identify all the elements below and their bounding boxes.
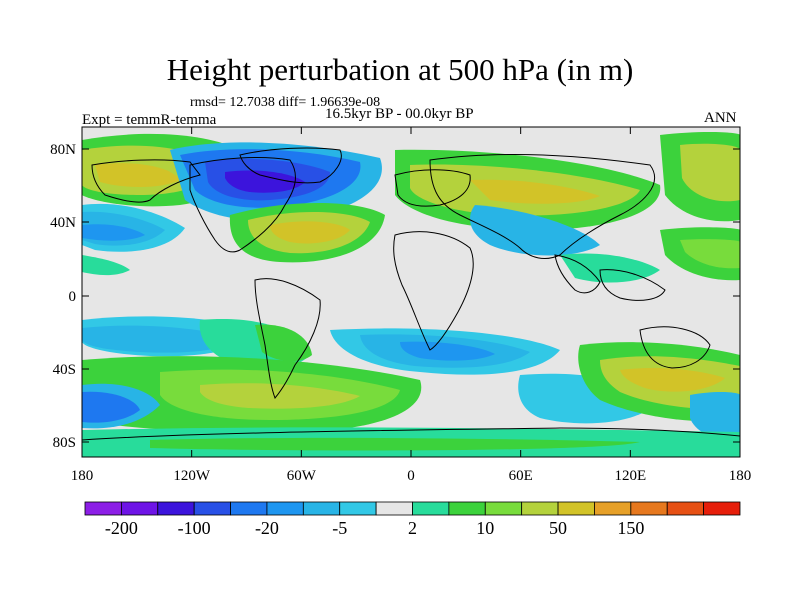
lat-tick-label: 40S <box>53 362 76 378</box>
season-label: ANN <box>704 110 737 126</box>
coastline-path <box>393 231 474 351</box>
colorbar-swatch <box>193 501 231 516</box>
lon-tick-label: 180 <box>71 468 94 484</box>
contour-region <box>150 437 640 451</box>
lon-tick-label: 120W <box>173 468 211 484</box>
coastline-path <box>254 278 321 399</box>
colorbar-swatch <box>339 501 377 516</box>
colorbar-swatch <box>703 501 741 516</box>
contour-region <box>680 143 740 202</box>
contour-region <box>400 341 495 361</box>
lon-tick-label: 60W <box>287 468 317 484</box>
chart-title: Height perturbation at 500 hPa (in m) <box>166 52 634 87</box>
contour-region <box>82 224 145 241</box>
colorbar-swatch <box>630 501 668 516</box>
colorbar-swatch <box>157 501 195 516</box>
colorbar-label: -20 <box>254 518 279 538</box>
contour-region <box>82 391 140 423</box>
lon-tick-label: 180 <box>729 468 752 484</box>
coastlines <box>82 147 740 441</box>
colorbar-swatch <box>120 501 159 516</box>
colorbar-swatch <box>302 501 341 516</box>
coastline-path <box>394 169 471 207</box>
colorbar-swatch <box>557 501 595 516</box>
contour-region <box>270 221 350 244</box>
coastline-path <box>599 269 666 301</box>
colorbar-swatch <box>448 501 486 516</box>
contour-region <box>470 205 600 256</box>
colorbar-label: 50 <box>549 518 568 538</box>
lon-tick-label: 60E <box>509 468 533 484</box>
colorbar-swatch <box>521 501 559 516</box>
colorbar-label: -200 <box>104 518 138 538</box>
colorbar-swatch <box>412 501 450 516</box>
lat-tick-label: 80N <box>50 142 76 158</box>
lat-tick-label: 80S <box>53 435 76 451</box>
colorbar-swatch <box>230 501 268 516</box>
contour-region <box>200 383 360 409</box>
coastline-path <box>239 147 342 184</box>
experiment-label: Expt = temmR-temma <box>82 112 217 128</box>
lon-tick-label: 0 <box>407 468 415 484</box>
coastline-path <box>639 326 711 369</box>
contour-region <box>82 255 130 276</box>
contour-region <box>470 179 600 204</box>
coastline-path <box>82 427 740 441</box>
contour-region <box>95 163 180 187</box>
period-label: 16.5kyr BP - 00.0kyr BP <box>325 106 474 122</box>
coastline-path <box>189 157 296 253</box>
colorbar-swatch <box>266 501 304 516</box>
lon-tick-label: 120E <box>614 468 646 484</box>
lat-tick-label: 0 <box>69 289 77 305</box>
lat-tick-label: 40N <box>50 215 76 231</box>
contour-region <box>690 391 740 441</box>
colorbar-swatch <box>594 501 632 516</box>
colorbar-swatch <box>84 501 122 516</box>
colorbar-label: -100 <box>177 518 211 538</box>
contour-region <box>225 170 305 193</box>
coastline-path <box>91 159 201 203</box>
contour-region <box>680 239 740 269</box>
contour-region <box>620 367 725 392</box>
colorbar-label: 2 <box>408 518 417 538</box>
colorbar-label: 150 <box>617 518 645 538</box>
stats-text: rmsd= 12.7038 diff= 1.96639e-08 <box>190 95 381 110</box>
colorbar-swatch <box>666 501 705 516</box>
colorbar-swatch <box>375 501 413 516</box>
colorbar-swatch <box>484 501 523 516</box>
colorbar-label: -5 <box>332 518 348 538</box>
contour-field <box>82 127 740 457</box>
coastline-path <box>554 254 601 294</box>
contour-region <box>255 324 312 362</box>
contour-region <box>560 253 660 283</box>
coastline-path <box>429 154 656 259</box>
colorbar-label: 10 <box>476 518 495 538</box>
